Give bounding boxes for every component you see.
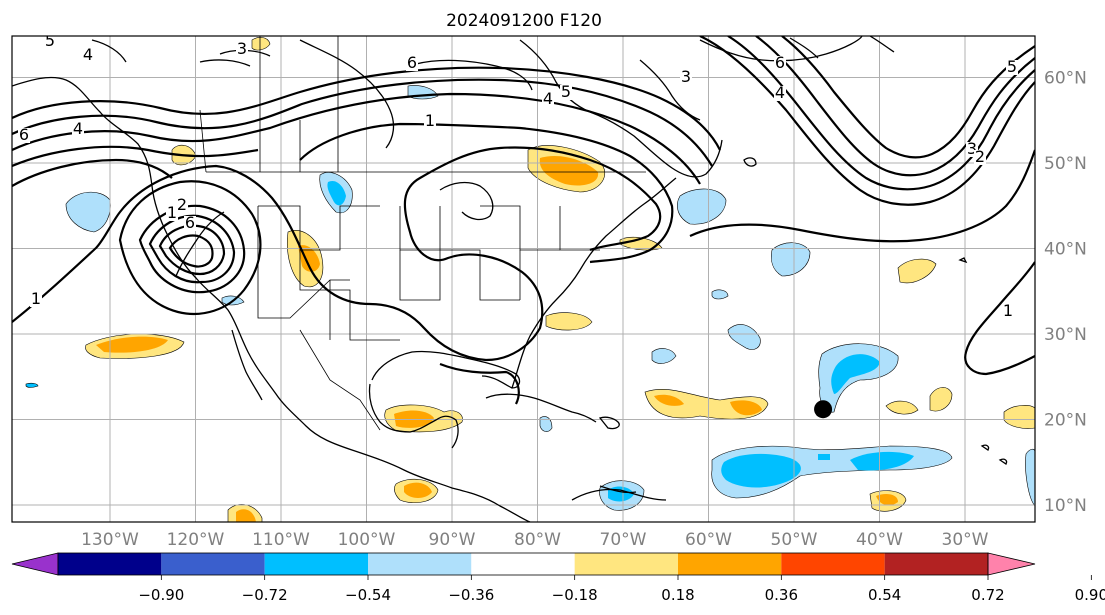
contour-label: 3 (681, 67, 691, 86)
shading-layer (25, 37, 1035, 522)
lat-label: 20°N (1044, 411, 1087, 431)
colorbar-bin (471, 553, 575, 575)
colorbar-tick-label: −0.72 (242, 586, 288, 604)
map-title: 2024091200 F120 (446, 11, 602, 31)
contour-label-bg (18, 128, 30, 143)
contour-label-bg (542, 92, 554, 107)
contour-label: 6 (407, 53, 417, 72)
colorbar-tick-label: 0.18 (661, 586, 694, 604)
colorbar-bin (264, 553, 368, 575)
contour-label-bg (1002, 304, 1014, 319)
contour-label: 2 (975, 147, 985, 166)
colorbar-extend-high (987, 552, 1036, 576)
colorbar-tick-label: 0.90 (1075, 586, 1105, 604)
colorbar-bin (884, 553, 988, 575)
contour-label: 1 (167, 203, 177, 222)
colorbar-tick-label: 0.54 (868, 586, 901, 604)
lon-label: 100°W (338, 530, 396, 550)
coastlines (12, 36, 1008, 522)
colorbar-tick-label: −0.18 (552, 586, 598, 604)
longitude-labels: 130°W 120°W 110°W 100°W 90°W 80°W 70°W 60°W 50°W… (81, 530, 989, 550)
contour-label: 3 (237, 39, 247, 58)
colorbar-tick-label: −0.36 (448, 586, 494, 604)
colorbar-extend-low (11, 552, 59, 576)
contour-label-bg (774, 86, 786, 101)
negative-anomaly (25, 85, 1035, 511)
contour-label-bg (82, 48, 94, 63)
contour-label-bg (424, 114, 436, 129)
contour-label: 4 (775, 83, 785, 102)
contour-label: 4 (73, 119, 83, 138)
colorbar-bin (678, 553, 782, 575)
contour-label: 1 (1003, 301, 1013, 320)
contour-label: 2 (177, 195, 187, 214)
contour-label-bg (236, 42, 248, 57)
colorbar-tick-label: −0.54 (345, 586, 391, 604)
contour-label-bg (166, 206, 178, 221)
contour-label: 3 (967, 139, 977, 158)
colorbar-bin (781, 553, 885, 575)
colorbar-frame (57, 552, 989, 576)
contour-label-bg (560, 85, 572, 100)
colorbar-tick-label: 0.72 (971, 586, 1004, 604)
lon-label: 30°W (942, 530, 989, 550)
lat-label: 40°N (1044, 240, 1087, 260)
contour-label-bg (680, 70, 692, 85)
contour-label: 1 (31, 289, 41, 308)
lat-label: 50°N (1044, 154, 1087, 174)
colorbar: −0.90 −0.72 −0.54 −0.36 −0.18 0.18 0.36 0.54 0.7… (11, 552, 1105, 604)
lon-label: 50°W (771, 530, 818, 550)
lon-label: 70°W (600, 530, 647, 550)
contour-label-bg (974, 150, 986, 165)
borders (199, 36, 646, 431)
contour-label-bg (30, 292, 42, 307)
lat-label: 10°N (1044, 496, 1087, 516)
lon-label: 130°W (81, 530, 139, 550)
contour-label-bg (72, 122, 84, 137)
colorbar-bin (161, 553, 265, 575)
colorbar-bin (574, 553, 678, 575)
contour-label-bg (44, 36, 56, 49)
map-frame (11, 35, 1036, 523)
colorbar-bin (368, 553, 472, 575)
contour-label: 1 (425, 111, 435, 130)
contour-label: 6 (185, 213, 195, 232)
lon-label: 40°W (856, 530, 903, 550)
lon-label: 60°W (685, 530, 732, 550)
contour-label: 5 (45, 31, 55, 50)
lon-label: 80°W (514, 530, 561, 550)
lat-label: 60°N (1044, 69, 1087, 89)
contour-label: 6 (19, 125, 29, 144)
contour-label: 4 (83, 45, 93, 64)
latitude-labels: 60°N 50°N 40°N 30°N 20°N 10°N (1044, 69, 1087, 517)
lat-label: 30°N (1044, 325, 1087, 345)
lon-label: 110°W (252, 530, 310, 550)
contour-label: 5 (1007, 57, 1017, 76)
colorbar-tick-label: −0.90 (138, 586, 184, 604)
colorbar-tick-label: 0.36 (765, 586, 798, 604)
contour-label: 6 (775, 53, 785, 72)
contour-label-bg (176, 198, 188, 213)
contour-label-bg (406, 56, 418, 71)
contour-label-bg (774, 56, 786, 71)
contour-label-bg (184, 216, 196, 231)
contour-label: 5 (561, 82, 571, 101)
lon-label: 120°W (167, 530, 225, 550)
contour-label: 4 (543, 89, 553, 108)
storm-position-marker (814, 400, 833, 419)
colorbar-bin (58, 553, 162, 575)
lon-label: 90°W (429, 530, 476, 550)
contour-label-bg (1006, 60, 1018, 75)
